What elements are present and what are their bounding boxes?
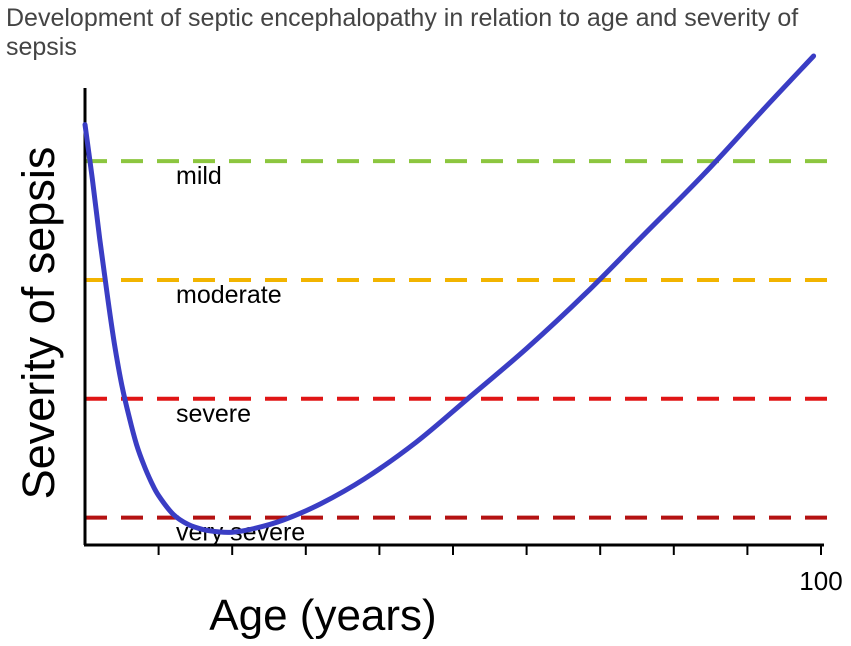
x-tick-labels: 100 — [799, 566, 842, 596]
x-tick-label: 100 — [799, 566, 842, 596]
axes — [83, 88, 824, 547]
reference-line-label: mild — [176, 162, 222, 190]
y-axis-label: Severity of sepsis — [13, 147, 64, 500]
chart-title: Development of septic encephalopathy in … — [6, 4, 799, 61]
reference-line-label: moderate — [176, 281, 282, 309]
reference-lines — [85, 159, 831, 520]
reference-line-label: severe — [176, 400, 251, 428]
x-ticks — [157, 545, 822, 555]
x-axis-label: Age (years) — [209, 591, 436, 640]
series-line — [82, 53, 817, 535]
